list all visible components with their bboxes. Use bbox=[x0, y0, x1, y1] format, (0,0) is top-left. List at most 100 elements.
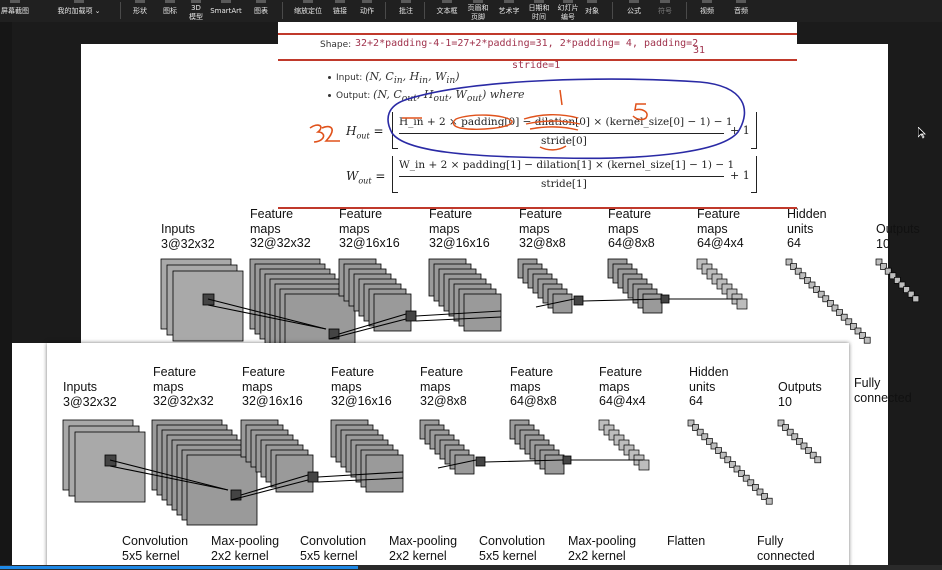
pool1-map-rect bbox=[275, 454, 314, 493]
cnn-back-layer-label: Fully connected bbox=[854, 376, 912, 405]
ribbon-button-video[interactable]: 视频 bbox=[700, 7, 714, 15]
ribbon-icon-icons bbox=[165, 0, 175, 3]
ribbon-button-link[interactable]: 链接 bbox=[333, 7, 347, 15]
input-layer-rect bbox=[172, 270, 244, 342]
canvas-backdrop-left bbox=[12, 22, 81, 343]
ribbon-separator bbox=[424, 2, 425, 19]
hidden-unit-rect bbox=[706, 438, 713, 445]
ribbon-button-model3d[interactable]: 3D 模型 bbox=[189, 4, 203, 21]
hidden-unit-rect bbox=[765, 497, 773, 505]
connection-line bbox=[415, 310, 502, 317]
stride-note[interactable]: stride=1 bbox=[512, 60, 561, 71]
input-math-end: ) bbox=[455, 70, 460, 83]
hidden-unit-rect bbox=[845, 318, 853, 326]
ribbon-button-comment[interactable]: 批注 bbox=[399, 7, 413, 15]
output-unit-rect bbox=[889, 272, 897, 280]
hidden-unit-rect bbox=[804, 277, 811, 284]
w-out-lhs: Wout = bbox=[346, 169, 385, 185]
w-out-symbol: W bbox=[346, 169, 359, 183]
cnn-front-operation-label: Max-pooling 2x2 kernel bbox=[389, 534, 458, 563]
ribbon-icon-shapes bbox=[135, 0, 145, 3]
shape-note-31[interactable]: 31 bbox=[693, 45, 706, 56]
ribbon-button-audio[interactable]: 音频 bbox=[734, 7, 748, 15]
output-unit-rect bbox=[791, 433, 799, 441]
hidden-unit-rect bbox=[747, 479, 755, 487]
w-out-numerator: W_in + 2 × padding[1] − dilation[1] × (k… bbox=[399, 159, 735, 171]
input-label: Input: bbox=[336, 73, 366, 83]
w-out-sub: out bbox=[358, 176, 372, 186]
input-layer-rect bbox=[74, 431, 146, 503]
ribbon-button-wordart[interactable]: 艺术字 bbox=[498, 7, 520, 15]
h-out-symbol: H bbox=[346, 124, 357, 138]
shape-calculation-note[interactable]: 32+2*padding-4-1=27+2*padding=31, 2*padd… bbox=[355, 38, 699, 49]
ribbon-icon-link bbox=[335, 0, 345, 3]
hidden-unit-rect bbox=[854, 327, 862, 335]
cnn-back-layer-label: Inputs 3@32x32 bbox=[161, 222, 215, 251]
ribbon-button-symbol[interactable]: 符号 bbox=[658, 7, 672, 15]
hidden-unit-rect bbox=[840, 313, 848, 321]
input-math-1: (N, C bbox=[365, 70, 394, 83]
ribbon-button-chart[interactable]: 图表 bbox=[254, 7, 268, 15]
hidden-unit-rect bbox=[715, 447, 722, 454]
insert-ribbon: 屏幕截图 我的加载项 ⌄ 形状 图标 3D 模型 SmartArt 图表 缩放定位 链接 动作 批注… bbox=[0, 0, 942, 22]
cnn-back-layer-label: Hidden units 64 bbox=[787, 207, 827, 250]
w-floor-left bbox=[392, 156, 398, 193]
output-unit-rect bbox=[907, 290, 915, 298]
kernel-square bbox=[307, 471, 319, 483]
ribbon-icon-action bbox=[362, 0, 372, 3]
hidden-unit-rect bbox=[742, 474, 750, 482]
hidden-unit-rect bbox=[692, 424, 699, 431]
left-panel bbox=[0, 22, 12, 570]
ribbon-icon-model3d bbox=[191, 0, 201, 3]
hidden-unit-rect bbox=[733, 465, 741, 473]
ribbon-button-addins[interactable]: 我的加载项 ⌄ bbox=[57, 7, 101, 15]
ribbon-button-zoom[interactable]: 缩放定位 bbox=[294, 7, 322, 15]
ribbon-button-object[interactable]: 对象 bbox=[585, 7, 599, 15]
canvas-backdrop-top-left bbox=[81, 22, 278, 44]
hidden-unit-rect bbox=[813, 286, 820, 293]
hidden-unit-rect bbox=[719, 451, 727, 459]
kernel-square bbox=[475, 456, 486, 467]
ribbon-icon-zoom bbox=[303, 0, 313, 3]
output-unit-rect bbox=[894, 277, 901, 284]
w-out-plus-one: + 1 bbox=[730, 169, 750, 182]
ribbon-button-textbox[interactable]: 文本框 bbox=[436, 7, 458, 15]
h-out-sub: out bbox=[356, 131, 370, 141]
hidden-unit-rect bbox=[850, 323, 857, 330]
progress-bar bbox=[0, 566, 358, 569]
cnn-front-layer-label: Feature maps 32@16x16 bbox=[242, 365, 303, 408]
ribbon-button-header[interactable]: 页眉和 页脚 bbox=[467, 4, 489, 21]
hidden-unit-rect bbox=[831, 304, 839, 312]
shape-bottom-border bbox=[278, 59, 797, 61]
ribbon-button-shapes[interactable]: 形状 bbox=[133, 7, 147, 15]
hidden-unit-rect bbox=[756, 488, 764, 496]
hidden-unit-rect bbox=[785, 258, 793, 266]
ribbon-separator bbox=[282, 2, 283, 19]
ribbon-button-smartart[interactable]: SmartArt bbox=[210, 7, 242, 15]
thumbnail-strip bbox=[0, 565, 942, 570]
ribbon-button-datetime[interactable]: 日期和 时间 bbox=[528, 4, 550, 21]
connection-line bbox=[535, 298, 575, 308]
ribbon-icon-equation bbox=[629, 0, 639, 3]
cnn-front-operation-label: Convolution 5x5 kernel bbox=[122, 534, 189, 563]
hidden-unit-rect bbox=[790, 263, 797, 270]
ribbon-button-slidenum[interactable]: 幻灯片 编号 bbox=[557, 4, 579, 21]
hidden-unit-rect bbox=[859, 332, 866, 339]
ribbon-button-action[interactable]: 动作 bbox=[360, 7, 374, 15]
connection-line bbox=[207, 298, 327, 330]
cnn-back-layer-label: Feature maps 64@4x4 bbox=[697, 207, 744, 250]
bullet-dot bbox=[328, 94, 331, 97]
cnn-front-operation-label: Max-pooling 2x2 kernel bbox=[211, 534, 280, 563]
pool3-map-rect bbox=[736, 298, 748, 310]
canvas-backdrop-top-right bbox=[797, 22, 888, 44]
hidden-unit-rect bbox=[696, 428, 704, 436]
cnn-back-layer-label: Outputs 10 bbox=[876, 222, 920, 251]
ribbon-button-equation[interactable]: 公式 bbox=[627, 7, 641, 15]
ribbon-icon-header bbox=[473, 0, 483, 3]
ribbon-icon-symbol bbox=[660, 0, 670, 3]
connection-line bbox=[317, 471, 404, 478]
ribbon-button-screenshot[interactable]: 屏幕截图 bbox=[1, 7, 29, 15]
ribbon-button-icons[interactable]: 图标 bbox=[163, 7, 177, 15]
ribbon-icon-textbox bbox=[442, 0, 452, 3]
ribbon-icon-addins bbox=[74, 0, 84, 3]
